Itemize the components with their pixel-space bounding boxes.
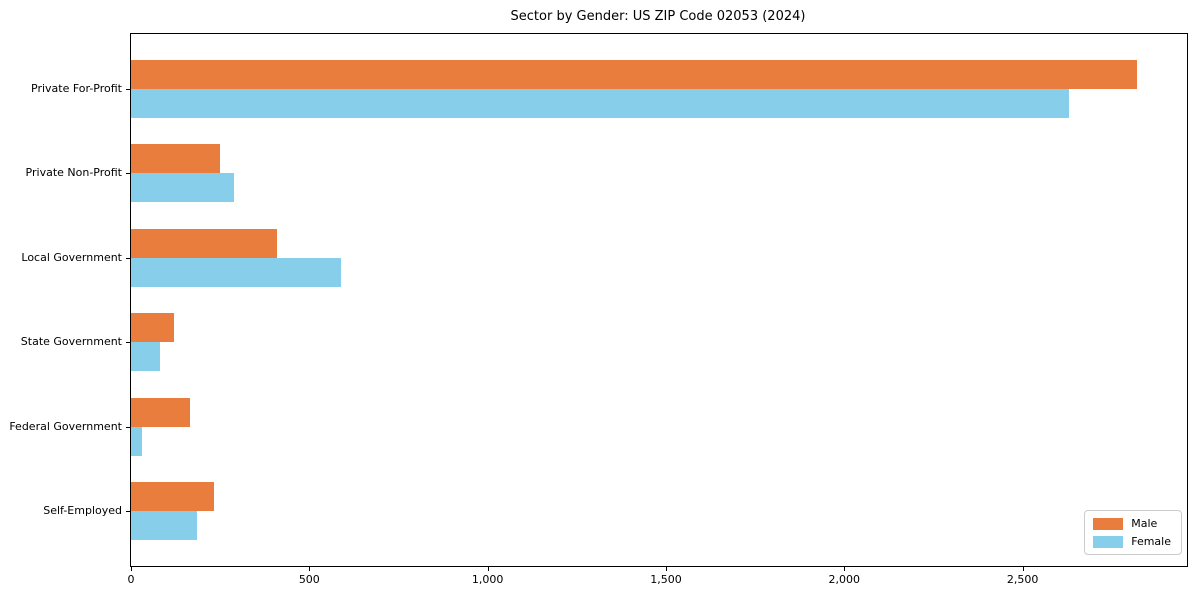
- x-tick-mark-4: [844, 566, 846, 571]
- x-tick-label-4: 2,000: [828, 573, 861, 586]
- legend-label-male: Male: [1131, 517, 1158, 530]
- y-tick-mark-0: [126, 89, 131, 90]
- x-tick-label-0: 0: [127, 573, 135, 586]
- x-tick-mark-5: [1022, 566, 1024, 571]
- x-tick-label-2: 1,000: [471, 573, 504, 586]
- bar-female-4: [131, 426, 142, 456]
- legend-label-female: Female: [1131, 535, 1171, 548]
- y-tick-mark-4: [126, 426, 131, 428]
- bar-female-5: [131, 511, 197, 540]
- legend-entry-male: Male: [1093, 517, 1171, 530]
- bar-male-5: [131, 482, 214, 511]
- bar-female-1: [131, 173, 234, 203]
- bar-female-3: [131, 342, 160, 372]
- y-tick-label-5: Self-Employed: [43, 504, 122, 517]
- x-tick-mark-0: [131, 566, 132, 571]
- legend-entry-female: Female: [1093, 535, 1171, 548]
- y-tick-label-1: Private Non-Profit: [25, 166, 122, 180]
- female-swatch: [1093, 535, 1124, 548]
- bar-female-0: [131, 89, 1069, 118]
- male-swatch: [1093, 517, 1124, 530]
- x-tick-mark-2: [487, 566, 489, 571]
- y-tick-mark-3: [126, 342, 131, 344]
- x-tick-mark-1: [309, 566, 311, 571]
- plot-area: Male Female Private For-Profit Private No…: [9, 33, 1188, 586]
- bar-female-2: [131, 257, 341, 287]
- y-tick-label-2: Local Government: [21, 250, 122, 264]
- x-tick-label-5: 2,500: [1006, 573, 1039, 586]
- x-tick-label-3: 1,500: [650, 573, 682, 586]
- bar-male-4: [131, 397, 190, 427]
- y-tick-mark-5: [126, 511, 131, 512]
- bar-male-3: [131, 313, 174, 343]
- bar-male-0: [131, 60, 1137, 89]
- legend: Male Female: [1084, 510, 1182, 555]
- x-tick-label-1: 500: [298, 573, 320, 586]
- y-tick-mark-1: [126, 173, 131, 175]
- y-tick-label-4: Federal Government: [9, 419, 122, 433]
- y-tick-label-0: Private For-Profit: [31, 82, 122, 95]
- y-tick-mark-2: [126, 257, 131, 259]
- y-tick-label-3: State Government: [20, 335, 122, 349]
- bar-male-2: [131, 228, 277, 258]
- bar-male-1: [131, 144, 220, 174]
- x-tick-mark-3: [665, 566, 667, 571]
- chart-title: Sector by Gender: US ZIP Code 02053 (202…: [510, 9, 806, 24]
